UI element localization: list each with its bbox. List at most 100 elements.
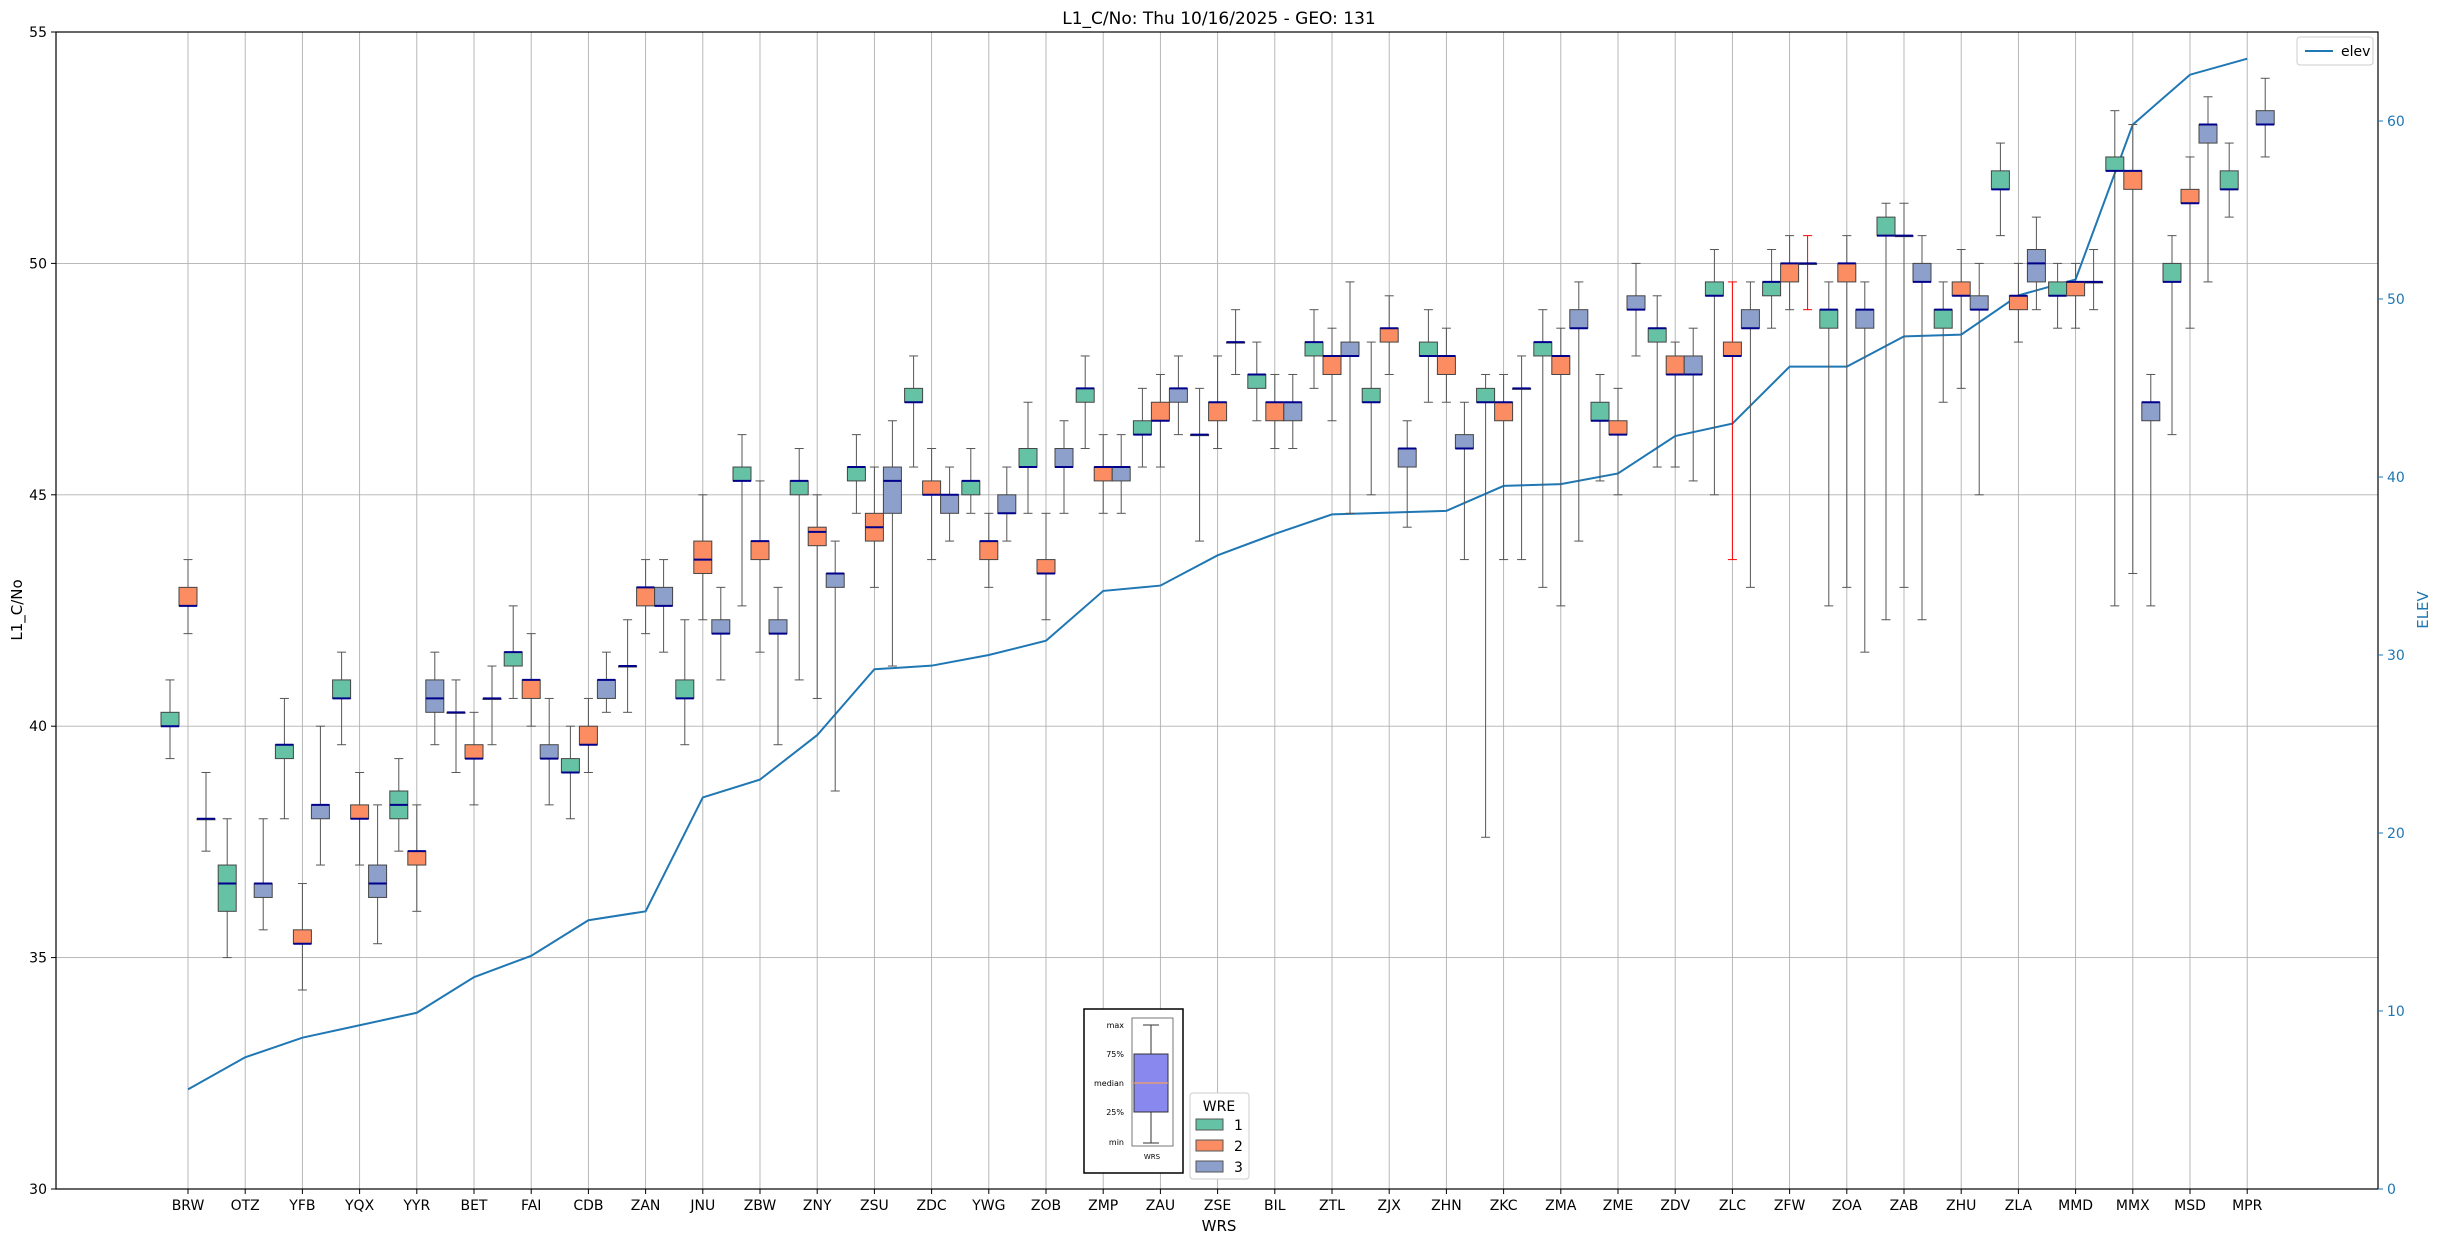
box-body bbox=[1132, 420, 1152, 436]
y-tick-label-50: 50 bbox=[29, 256, 47, 272]
box-body bbox=[1876, 216, 1896, 237]
box-body bbox=[2066, 281, 2086, 297]
box-ZBW-wre1 bbox=[732, 434, 752, 607]
box-MMX-wre3 bbox=[2141, 373, 2161, 607]
box-body bbox=[503, 651, 523, 667]
box-YQX-wre2 bbox=[350, 771, 370, 866]
box-ZMA-wre3 bbox=[1569, 281, 1589, 542]
x-tick-label-ZKC: ZKC bbox=[1490, 1198, 1518, 1214]
x-tick-label-ZTL: ZTL bbox=[1319, 1198, 1345, 1214]
box-MMD-wre1 bbox=[2048, 262, 2068, 329]
box-body bbox=[1454, 434, 1474, 450]
box-body bbox=[2180, 188, 2200, 204]
box-body bbox=[332, 679, 352, 699]
box-body bbox=[711, 619, 731, 635]
x-tick-label-ZLC: ZLC bbox=[1719, 1198, 1746, 1214]
box-ZTL-wre3 bbox=[1340, 281, 1360, 514]
x-tick-label-CDB: CDB bbox=[573, 1198, 603, 1214]
y-axis-right: 0 10 20 30 40 50 60 bbox=[2378, 114, 2405, 1198]
box-body bbox=[1494, 401, 1514, 422]
box-BIL-wre1 bbox=[1247, 341, 1267, 422]
box-body bbox=[1379, 327, 1399, 343]
box-ZMP-wre1 bbox=[1075, 355, 1095, 450]
box-body bbox=[160, 711, 180, 727]
y2-tick-label-60: 60 bbox=[2387, 114, 2405, 130]
box-ZAU-wre2 bbox=[1150, 373, 1170, 468]
box-body bbox=[1283, 401, 1303, 422]
box-body bbox=[407, 850, 427, 866]
x-tick-label-ZJX: ZJX bbox=[1378, 1198, 1402, 1214]
box-body bbox=[1912, 262, 1932, 283]
y-tick-label-40: 40 bbox=[29, 719, 47, 735]
box-body bbox=[1837, 262, 1857, 283]
box-body bbox=[1990, 170, 2010, 190]
box-ZLA-wre1 bbox=[1990, 142, 2010, 237]
box-JNU-wre2 bbox=[693, 494, 713, 621]
box-body bbox=[1590, 401, 1610, 422]
box-body bbox=[1111, 466, 1131, 482]
box-ZJX-wre3 bbox=[1397, 420, 1417, 528]
box-YYR-wre1 bbox=[389, 758, 409, 852]
box-key: max 75% median 25% min WRS bbox=[1083, 1008, 1184, 1174]
x-tick-label-YFB: YFB bbox=[288, 1198, 315, 1214]
box-ZAB-wre2 bbox=[1894, 202, 1914, 588]
box-YFB-wre2 bbox=[292, 883, 312, 991]
box-body bbox=[1436, 355, 1456, 375]
box-body bbox=[2008, 295, 2028, 311]
box-body bbox=[997, 494, 1017, 514]
box-YYR-wre2 bbox=[407, 804, 427, 912]
box-FAI-wre2 bbox=[521, 633, 541, 727]
box-ZME-wre2 bbox=[1608, 387, 1628, 496]
box-body bbox=[1704, 281, 1724, 297]
box-ZSE-wre1 bbox=[1190, 387, 1210, 542]
y2-tick-label-0: 0 bbox=[2387, 1182, 2396, 1198]
box-ZJX-wre2 bbox=[1379, 295, 1399, 375]
box-ZOB-wre3 bbox=[1054, 420, 1074, 514]
box-MSD-wre1 bbox=[2162, 235, 2182, 436]
y-axis-left: 30 35 40 45 50 55 bbox=[29, 25, 56, 1198]
box-ZLC-wre1 bbox=[1704, 249, 1724, 496]
x-tick-label-ZHU: ZHU bbox=[1946, 1198, 1976, 1214]
box-ZNY-wre3 bbox=[825, 540, 845, 792]
box-body bbox=[1551, 355, 1571, 375]
y2-axis-label: ELEV bbox=[2414, 590, 2432, 628]
x-tick-label-YWG: YWG bbox=[971, 1198, 1005, 1214]
box-YFB-wre3 bbox=[310, 725, 330, 866]
box-BRW-wre3 bbox=[196, 771, 216, 852]
box-body bbox=[1819, 309, 1839, 329]
box-YQX-wre3 bbox=[368, 804, 388, 945]
x-axis-label: WRS bbox=[1202, 1217, 1237, 1235]
box-body bbox=[1855, 309, 1875, 329]
box-body bbox=[1018, 448, 1038, 468]
box-body bbox=[1683, 355, 1703, 375]
x-tick-label-ZDV: ZDV bbox=[1660, 1198, 1690, 1214]
box-MSD-wre2 bbox=[2180, 156, 2200, 329]
box-ZAU-wre1 bbox=[1132, 387, 1152, 468]
x-tick-label-ZSE: ZSE bbox=[1204, 1198, 1231, 1214]
box-JNU-wre1 bbox=[675, 619, 695, 746]
x-tick-label-BRW: BRW bbox=[172, 1198, 205, 1214]
x-tick-label-ZHN: ZHN bbox=[1431, 1198, 1462, 1214]
box-ZLC-wre3 bbox=[1740, 281, 1760, 588]
box-ZAN-wre1 bbox=[618, 619, 638, 713]
x-tick-label-ZBW: ZBW bbox=[744, 1198, 777, 1214]
box-layer bbox=[160, 77, 2275, 991]
box-body bbox=[807, 526, 827, 547]
box-body bbox=[1168, 387, 1188, 403]
box-ZNY-wre2 bbox=[807, 494, 827, 699]
y-axis-label: L1_C/No bbox=[8, 579, 27, 640]
box-BIL-wre3 bbox=[1283, 373, 1303, 450]
box-ZKC-wre2 bbox=[1494, 373, 1514, 561]
x-tick-label-OTZ: OTZ bbox=[231, 1198, 260, 1214]
box-key-median-label: median bbox=[1094, 1079, 1124, 1088]
plot-frame bbox=[55, 31, 2379, 1190]
box-body bbox=[882, 466, 902, 514]
box-ZDV-wre3 bbox=[1683, 327, 1703, 482]
box-YWG-wre3 bbox=[997, 466, 1017, 542]
box-body bbox=[979, 540, 999, 561]
box-ZAB-wre1 bbox=[1876, 202, 1896, 621]
box-BET-wre3 bbox=[482, 665, 502, 746]
box-ZAN-wre3 bbox=[654, 559, 674, 653]
box-key-q3-label: 75% bbox=[1106, 1050, 1124, 1059]
